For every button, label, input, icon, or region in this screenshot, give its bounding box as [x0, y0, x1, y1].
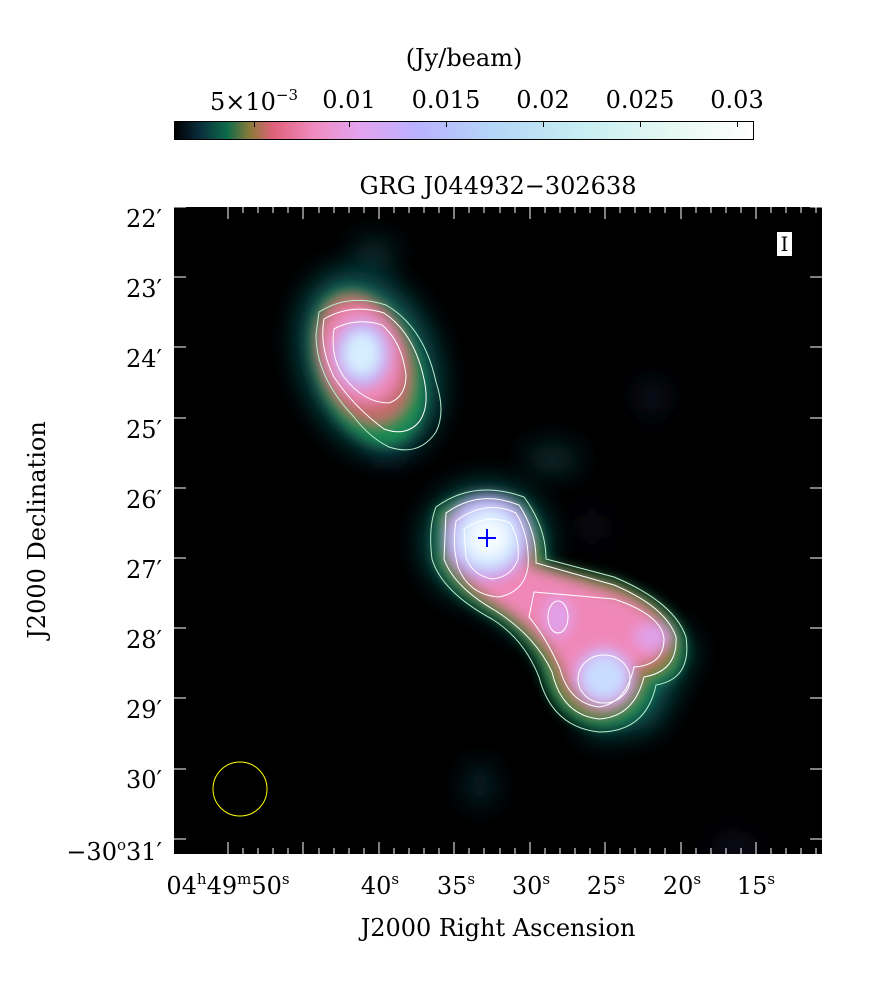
dec-tick-label: 28′	[126, 626, 162, 654]
colorbar-tick	[446, 121, 447, 127]
contour	[577, 654, 631, 704]
radio-map	[174, 207, 822, 854]
colorbar-tick	[737, 121, 738, 127]
ra-tick-label: 20s	[662, 870, 702, 900]
dec-tick-label: 23′	[126, 275, 162, 303]
stokes-label: I	[777, 232, 792, 256]
colorbar-tick-label-1: 5×10−3	[209, 86, 299, 116]
contours	[315, 299, 688, 733]
x-axis-label: J2000 Right Ascension	[360, 914, 636, 942]
colorbar-tick	[349, 121, 350, 127]
dec-tick-label: 29′	[126, 696, 162, 724]
axis-ticks	[174, 207, 822, 854]
contour	[430, 489, 688, 733]
north-lobe	[310, 288, 426, 446]
dec-tick-label: 25′	[126, 416, 162, 444]
contour	[528, 591, 665, 708]
ra-tick-label: 30s	[511, 870, 551, 900]
colorbar-tick-label-6: 0.03	[710, 86, 764, 114]
core-and-bridge	[436, 494, 685, 727]
ra-tick-label: 35s	[436, 870, 476, 900]
colorbar-tick	[543, 121, 544, 127]
colorbar-tick	[640, 121, 641, 127]
contour	[547, 600, 569, 634]
map-title: GRG J044932−302638	[359, 172, 637, 200]
contour	[453, 507, 529, 598]
contour	[463, 518, 519, 580]
dec-tick-label: 26′	[126, 486, 162, 514]
colorbar-tick-label-4: 0.02	[516, 86, 570, 114]
ra-tick-label: 15s	[736, 870, 776, 900]
y-axis-label: J2000 Declination	[23, 421, 51, 639]
contour	[332, 321, 407, 404]
colorbar-tick-label-2: 0.01	[322, 86, 376, 114]
ra-tick-label: 40s	[360, 870, 400, 900]
beam-ellipse	[212, 761, 268, 817]
colorbar-title: (Jy/beam)	[405, 44, 523, 72]
colorbar-tick-label-3: 0.015	[411, 86, 481, 114]
dec-tick-label: 24′	[126, 345, 162, 373]
dec-tick-label: 30′	[126, 766, 162, 794]
contour	[322, 308, 427, 433]
dec-tick-label: 27′	[126, 556, 162, 584]
dec-tick-label-first: −30o31′	[66, 836, 162, 866]
colorbar-tick	[254, 121, 255, 127]
contour	[443, 498, 677, 720]
ra-tick-label: 25s	[586, 870, 626, 900]
colorbar	[174, 121, 754, 140]
core-marker	[478, 529, 496, 547]
contour	[315, 299, 442, 451]
dec-tick-label: 22′	[126, 205, 162, 233]
colorbar-tick-label-5: 0.025	[605, 86, 675, 114]
ra-tick-label-first: 04h49m50s	[166, 870, 290, 900]
